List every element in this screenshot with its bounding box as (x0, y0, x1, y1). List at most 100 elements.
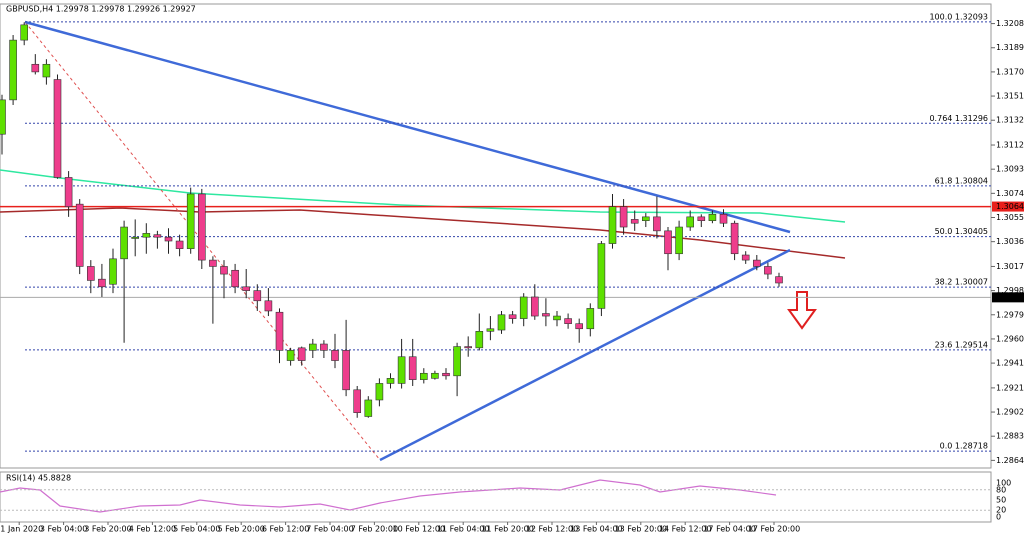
candle-body (264, 300, 273, 312)
candle-body (575, 323, 584, 330)
candle-body (397, 356, 406, 384)
trend-line (379, 248, 791, 462)
x-tick-label: 13 Feb 20:00 (615, 525, 667, 534)
rsi-title: RSI(14) 45.8828 (6, 474, 71, 483)
y-tick-label: 1.30555 (996, 213, 1024, 222)
x-tick-label: 7 Feb 20:00 (351, 525, 398, 534)
x-tick-label: 5 Feb 04:00 (173, 525, 220, 534)
candle-body (464, 346, 473, 349)
candle-body (42, 63, 51, 78)
candle-body (764, 266, 772, 275)
candle-body (297, 347, 306, 361)
trend-line (24, 20, 791, 234)
x-tick-label: 17 Feb 20:00 (748, 525, 800, 534)
rsi-tick-label: 80 (996, 485, 1006, 494)
candle-body (364, 399, 373, 417)
candle-body (597, 243, 606, 309)
x-tick-label: 10 Feb 12:00 (393, 525, 445, 534)
y-tick-label: 1.29600 (996, 334, 1024, 343)
y-tick-label: 1.31890 (996, 43, 1024, 52)
candle-body (619, 206, 628, 228)
y-tick-label: 1.31125 (996, 141, 1024, 150)
candle-body (253, 290, 262, 302)
candle-body (419, 372, 428, 380)
x-tick-label: 5 Feb 20:00 (217, 525, 264, 534)
candle-body (231, 269, 239, 288)
candle-body (120, 226, 128, 260)
candle-body (198, 193, 206, 261)
candle-body (353, 389, 362, 413)
candle-body (64, 177, 73, 207)
y-tick-label: 1.31510 (996, 92, 1024, 101)
price-tag (992, 201, 1024, 212)
candle-body (741, 254, 750, 261)
fib-label: 23.6 1.29514 (935, 340, 988, 349)
candle-body (519, 296, 528, 319)
candle-body (442, 372, 450, 377)
candle-body (708, 214, 717, 221)
x-tick-label: 13 Feb 04:00 (570, 525, 622, 534)
fib-label: 61.8 1.30804 (935, 176, 988, 185)
x-tick-label: 4 Feb 12:00 (129, 525, 176, 534)
x-tick-label: 11 Feb 20:00 (481, 525, 533, 534)
x-tick-label: 3 Feb 04:00 (40, 525, 87, 534)
candle-body (542, 313, 550, 317)
y-tick-label: 1.29980 (996, 286, 1024, 295)
candle-body (408, 356, 417, 380)
candle-body (375, 383, 384, 401)
y-tick-label: 1.29410 (996, 359, 1024, 368)
candle-body (686, 216, 695, 228)
price-tag-label: 1.29927 (996, 293, 1024, 302)
y-tick-label: 1.30935 (996, 165, 1024, 174)
y-tick-label: 1.28835 (996, 432, 1024, 441)
candle-body (0, 99, 6, 135)
candle-body (75, 203, 84, 267)
candle-body (564, 318, 572, 324)
candle-body (475, 331, 484, 349)
y-tick-label: 1.30365 (996, 237, 1024, 246)
candle-body (608, 206, 617, 244)
x-tick-label: 6 Feb 12:00 (262, 525, 309, 534)
candle-body (320, 343, 328, 351)
candle-body (775, 276, 783, 284)
candle-body (87, 266, 95, 281)
candle-body (719, 214, 728, 224)
candle-body (9, 39, 17, 101)
candle-body (175, 240, 184, 249)
y-tick-label: 1.31320 (996, 116, 1024, 125)
candle-body (20, 24, 29, 41)
x-tick-label: 31 Jan 2020 (0, 525, 43, 534)
rsi-panel (0, 471, 992, 523)
y-tick-label: 1.31700 (996, 67, 1024, 76)
candle-body (508, 314, 517, 319)
candle-body (131, 236, 139, 239)
candle-body (752, 259, 761, 267)
fib-label: 0.0 1.28718 (940, 442, 988, 451)
candle-body (653, 216, 661, 232)
candle-body (553, 315, 561, 321)
candle-body (220, 266, 228, 275)
candle-body (730, 222, 739, 255)
y-tick-label: 1.28645 (996, 456, 1024, 465)
candle-body (209, 259, 217, 267)
candle-body (331, 350, 339, 361)
y-tick-label: 1.30745 (996, 189, 1024, 198)
candle-body (153, 234, 162, 238)
rsi-tick-label: 0 (996, 513, 1001, 522)
candle-body (630, 219, 639, 224)
x-tick-label: 17 Feb 04:00 (703, 525, 755, 534)
candle-body (142, 233, 151, 238)
candle-body (386, 378, 395, 384)
fib-label: 50.0 1.30405 (935, 227, 988, 236)
candle-body (98, 278, 106, 288)
y-tick-label: 1.29790 (996, 310, 1024, 319)
ma-fast (0, 169, 846, 223)
candle-body (664, 230, 672, 255)
candle-body (497, 314, 506, 331)
candle-body (275, 311, 284, 351)
price-tag (992, 292, 1024, 303)
arrow (787, 291, 817, 330)
candle-body (530, 296, 539, 317)
candle-body (109, 258, 117, 285)
